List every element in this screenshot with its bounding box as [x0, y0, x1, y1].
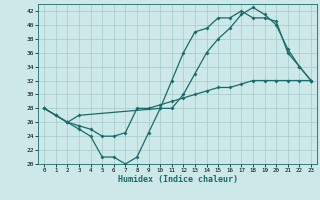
- X-axis label: Humidex (Indice chaleur): Humidex (Indice chaleur): [118, 175, 238, 184]
